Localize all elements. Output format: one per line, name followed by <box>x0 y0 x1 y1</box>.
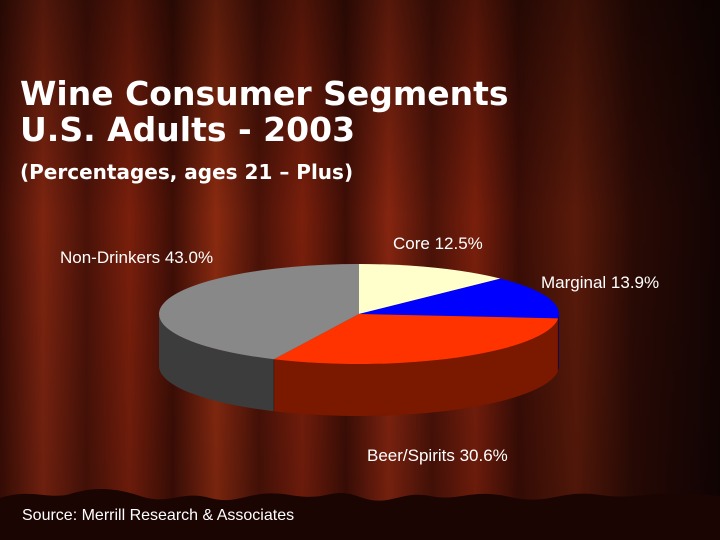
pie-side-non-drinkers <box>159 314 274 412</box>
subtitle: (Percentages, ages 21 – Plus) <box>20 160 354 184</box>
pie-slice-beer-spirits <box>273 314 559 364</box>
curtain-fringe <box>0 489 720 540</box>
pie-sides <box>159 314 559 416</box>
source-note: Source: Merrill Research & Associates <box>22 507 295 524</box>
pie-slice-marginal <box>359 278 559 319</box>
pie-side-beer-spirits <box>273 318 559 416</box>
title-line-2: U.S. Adults - 2003 <box>20 110 356 149</box>
pie-tops <box>158 264 559 364</box>
pie-side-marginal <box>558 314 559 371</box>
slice-label-non-drinkers: Non-Drinkers 43.0% <box>60 248 213 267</box>
slice-label-core: Core 12.5% <box>393 234 483 253</box>
pie-labels: Core 12.5% Marginal 13.9% Beer/Spirits 3… <box>60 234 659 465</box>
title-line-1: Wine Consumer Segments <box>20 74 509 113</box>
slice-label-beer-spirits: Beer/Spirits 30.6% <box>367 446 508 465</box>
pie-slice-non-drinkers <box>158 264 359 360</box>
pie-slice-core <box>359 264 501 314</box>
slice-label-marginal: Marginal 13.9% <box>541 273 659 292</box>
